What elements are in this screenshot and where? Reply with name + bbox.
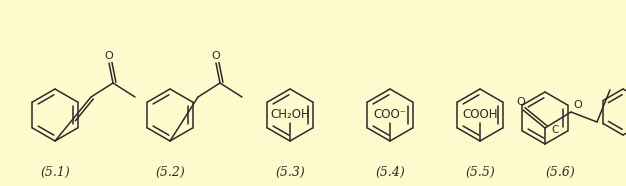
Text: COOH: COOH — [462, 108, 498, 121]
Text: C: C — [551, 125, 558, 135]
Text: O: O — [105, 51, 113, 61]
Text: (5.4): (5.4) — [375, 166, 405, 179]
Text: (5.1): (5.1) — [40, 166, 70, 179]
Text: (5.5): (5.5) — [465, 166, 495, 179]
Text: (5.2): (5.2) — [155, 166, 185, 179]
Text: CH₂OH: CH₂OH — [270, 108, 310, 121]
Text: O: O — [573, 100, 582, 110]
Text: O: O — [212, 51, 220, 61]
Text: COO⁻: COO⁻ — [374, 108, 406, 121]
Text: O: O — [516, 97, 525, 107]
Text: (5.3): (5.3) — [275, 166, 305, 179]
Text: (5.6): (5.6) — [545, 166, 575, 179]
